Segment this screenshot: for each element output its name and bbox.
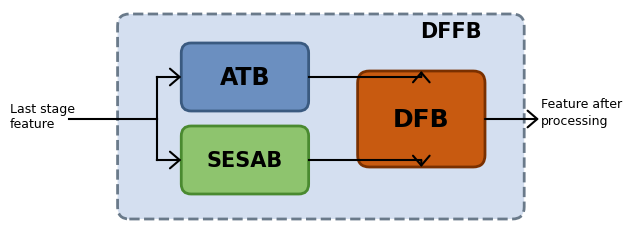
Text: ATB: ATB: [220, 66, 270, 90]
Text: Feature after: Feature after: [541, 98, 622, 111]
Text: DFFB: DFFB: [420, 22, 481, 42]
FancyBboxPatch shape: [181, 126, 308, 194]
Text: DFB: DFB: [393, 108, 450, 131]
FancyBboxPatch shape: [358, 72, 485, 167]
FancyBboxPatch shape: [118, 15, 524, 219]
FancyBboxPatch shape: [181, 44, 308, 112]
Text: processing: processing: [541, 115, 609, 128]
Text: feature: feature: [10, 118, 55, 131]
Text: SESAB: SESAB: [207, 150, 283, 170]
Text: Last stage: Last stage: [10, 103, 75, 116]
